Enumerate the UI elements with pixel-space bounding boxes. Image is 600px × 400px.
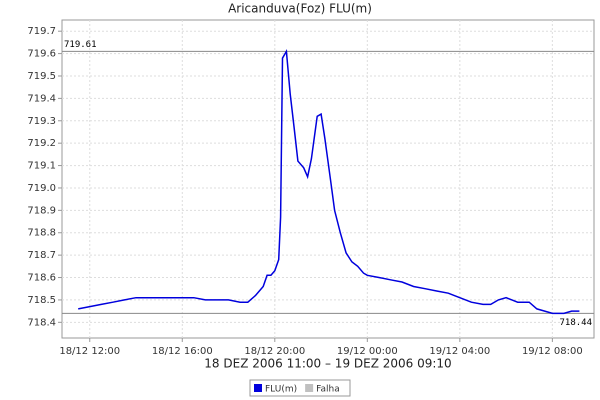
reference-label: 718.44 (559, 318, 592, 328)
y-tick-label: 718.8 (27, 228, 56, 239)
y-tick-label: 719.3 (27, 116, 56, 127)
plot-area (61, 19, 595, 339)
y-tick-label: 719.4 (27, 93, 56, 104)
x-tick-label: 18/12 16:00 (152, 346, 213, 357)
y-tick-label: 718.6 (27, 273, 56, 284)
legend-label: Falha (316, 385, 340, 395)
y-tick-label: 719.1 (27, 161, 56, 172)
x-tick-label: 19/12 08:00 (522, 346, 583, 357)
legend-swatch (254, 384, 262, 392)
data-line (78, 48, 580, 315)
y-tick-label: 719.5 (27, 71, 56, 82)
legend-box (249, 379, 351, 397)
legend-swatch (305, 384, 314, 392)
y-tick-label: 719.2 (27, 138, 56, 149)
y-tick-label: 719.7 (27, 26, 56, 37)
chart-title: Aricanduva(Foz) FLU(m) (228, 2, 372, 16)
y-tick-label: 718.7 (27, 250, 56, 261)
x-axis-label: 18 DEZ 2006 11:00 – 19 DEZ 2006 09:10 (204, 357, 451, 371)
legend-label: FLU(m) (265, 385, 297, 395)
y-tick-label: 719.0 (27, 183, 56, 194)
y-tick-label: 718.4 (27, 317, 56, 328)
x-tick-label: 19/12 04:00 (429, 346, 490, 357)
reference-label: 719.61 (64, 40, 97, 50)
x-tick-label: 19/12 00:00 (337, 346, 398, 357)
y-tick-label: 718.5 (27, 295, 56, 306)
y-tick-label: 719.6 (27, 49, 56, 60)
x-tick-label: 18/12 20:00 (244, 346, 305, 357)
x-tick-label: 18/12 12:00 (59, 346, 120, 357)
y-tick-label: 718.9 (27, 205, 56, 216)
